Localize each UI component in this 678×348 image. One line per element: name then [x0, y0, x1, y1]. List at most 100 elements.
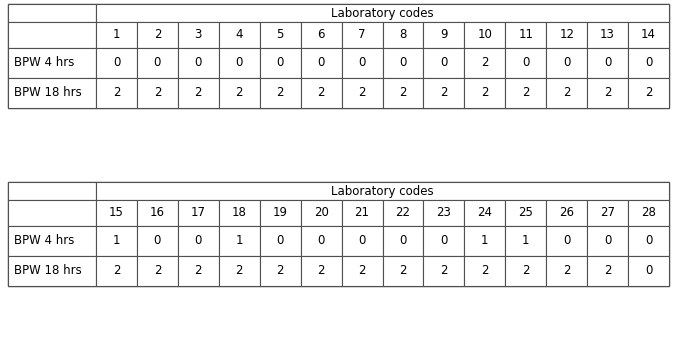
Bar — [628, 226, 669, 256]
Bar — [382, 256, 424, 286]
Text: 27: 27 — [600, 206, 615, 220]
Bar — [546, 48, 587, 78]
Bar — [505, 22, 546, 48]
Bar — [628, 22, 669, 48]
Bar — [587, 78, 628, 108]
Bar — [587, 48, 628, 78]
Bar — [505, 256, 546, 286]
Text: 18: 18 — [232, 206, 247, 220]
Bar — [137, 226, 178, 256]
Text: 2: 2 — [522, 264, 530, 277]
Bar — [628, 78, 669, 108]
Text: 0: 0 — [359, 56, 365, 70]
Bar — [137, 256, 178, 286]
Text: 15: 15 — [109, 206, 124, 220]
Text: 21: 21 — [355, 206, 370, 220]
Bar — [8, 48, 96, 78]
Text: 2: 2 — [195, 264, 202, 277]
Bar — [424, 48, 464, 78]
Bar — [587, 22, 628, 48]
Text: 2: 2 — [440, 264, 447, 277]
Text: 20: 20 — [314, 206, 329, 220]
Text: 24: 24 — [477, 206, 492, 220]
Bar — [546, 226, 587, 256]
Bar — [219, 200, 260, 226]
Bar — [96, 182, 669, 200]
Bar — [8, 226, 96, 256]
Text: 26: 26 — [559, 206, 574, 220]
Text: 2: 2 — [604, 87, 612, 100]
Bar — [300, 78, 342, 108]
Bar — [342, 22, 382, 48]
Bar — [342, 48, 382, 78]
Bar — [546, 22, 587, 48]
Bar — [342, 200, 382, 226]
Bar — [464, 200, 505, 226]
Text: 2: 2 — [277, 87, 284, 100]
Text: 0: 0 — [440, 235, 447, 247]
Bar — [300, 200, 342, 226]
Text: 0: 0 — [604, 235, 612, 247]
Bar — [8, 78, 96, 108]
Bar — [8, 200, 96, 226]
Bar — [260, 256, 300, 286]
Bar — [8, 182, 669, 286]
Text: 19: 19 — [273, 206, 287, 220]
Bar — [382, 200, 424, 226]
Bar — [8, 256, 96, 286]
Bar — [505, 48, 546, 78]
Text: 10: 10 — [477, 29, 492, 41]
Bar — [260, 78, 300, 108]
Text: 7: 7 — [358, 29, 366, 41]
Text: 0: 0 — [563, 56, 570, 70]
Bar — [260, 226, 300, 256]
Bar — [178, 226, 219, 256]
Bar — [382, 22, 424, 48]
Bar — [137, 22, 178, 48]
Bar — [382, 48, 424, 78]
Text: 4: 4 — [235, 29, 243, 41]
Text: 2: 2 — [358, 87, 366, 100]
Bar — [178, 78, 219, 108]
Bar — [137, 48, 178, 78]
Bar — [546, 200, 587, 226]
Bar — [424, 256, 464, 286]
Bar — [260, 48, 300, 78]
Text: 2: 2 — [195, 87, 202, 100]
Bar — [300, 48, 342, 78]
Text: 2: 2 — [440, 87, 447, 100]
Text: 2: 2 — [481, 56, 489, 70]
Text: 2: 2 — [154, 29, 161, 41]
Bar — [342, 256, 382, 286]
Bar — [342, 78, 382, 108]
Bar — [96, 78, 137, 108]
Bar — [8, 4, 669, 108]
Text: 0: 0 — [195, 56, 202, 70]
Text: 0: 0 — [195, 235, 202, 247]
Text: 2: 2 — [522, 87, 530, 100]
Bar — [178, 48, 219, 78]
Bar — [137, 78, 178, 108]
Bar — [424, 200, 464, 226]
Text: 2: 2 — [645, 87, 652, 100]
Text: 2: 2 — [399, 264, 407, 277]
Bar — [505, 78, 546, 108]
Text: 0: 0 — [154, 235, 161, 247]
Text: 0: 0 — [399, 235, 407, 247]
Bar — [424, 78, 464, 108]
Text: 2: 2 — [604, 264, 612, 277]
Bar — [300, 226, 342, 256]
Bar — [96, 200, 137, 226]
Bar — [546, 256, 587, 286]
Text: 2: 2 — [563, 264, 570, 277]
Text: 1: 1 — [481, 235, 489, 247]
Text: 2: 2 — [154, 264, 161, 277]
Bar — [260, 22, 300, 48]
Text: 2: 2 — [399, 87, 407, 100]
Bar — [219, 48, 260, 78]
Text: 2: 2 — [563, 87, 570, 100]
Bar — [219, 78, 260, 108]
Text: 0: 0 — [645, 235, 652, 247]
Bar — [464, 48, 505, 78]
Bar — [96, 4, 669, 22]
